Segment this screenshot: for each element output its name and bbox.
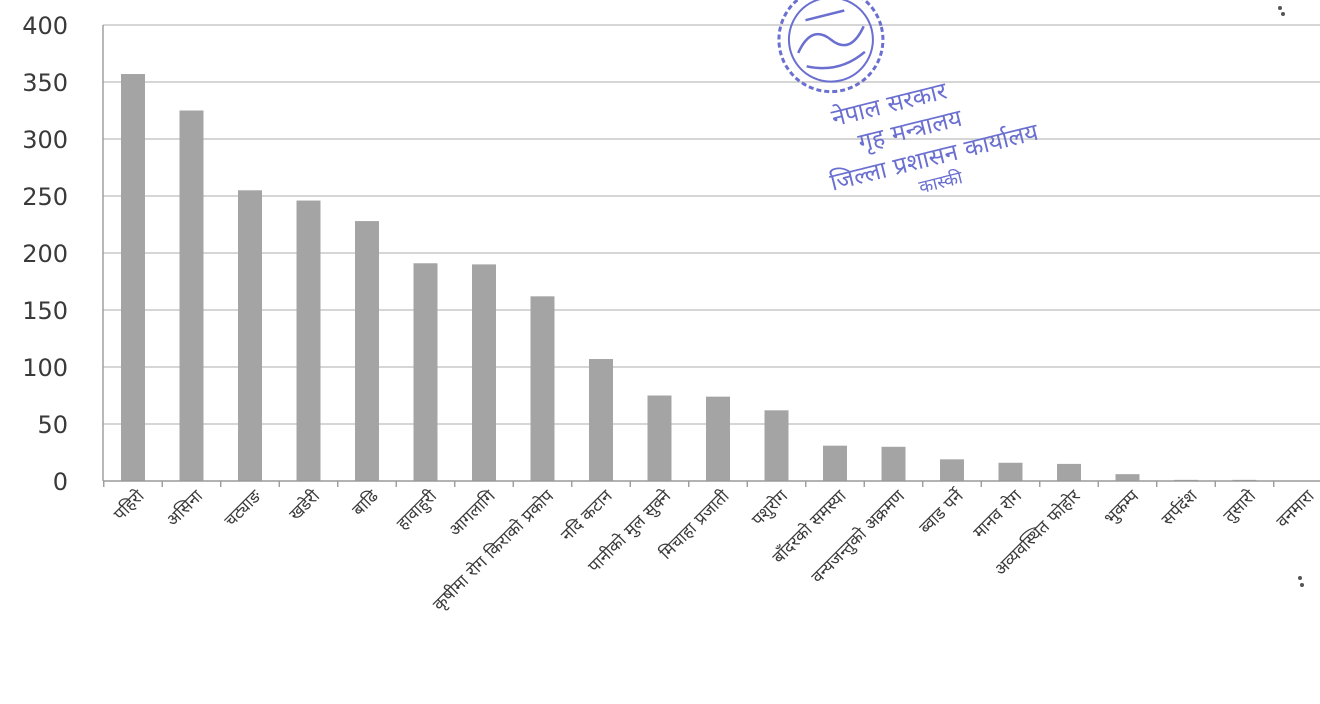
scan-specks — [1278, 6, 1304, 587]
axes — [102, 25, 1320, 487]
bar — [998, 462, 1023, 481]
bar — [706, 396, 730, 481]
bar — [413, 263, 438, 481]
x-category-label: वनमारा — [1273, 486, 1319, 532]
y-tick-label: 350 — [22, 69, 68, 97]
x-category-label: चट्याङ — [221, 486, 267, 532]
x-category-label: मानव रोग — [969, 485, 1026, 542]
y-tick-label: 100 — [22, 354, 68, 382]
x-category-label: खडेरी — [285, 485, 325, 525]
y-tick-label: 300 — [22, 126, 68, 154]
bar — [764, 410, 789, 481]
bar — [589, 359, 613, 481]
bar — [881, 446, 906, 481]
y-tick-label: 400 — [22, 12, 68, 40]
category-labels: पहिरो असिना चट्याङ खडेरी बाढि हावाहुरी आगलागिक… — [109, 485, 1319, 615]
bar — [238, 190, 262, 482]
bar — [940, 459, 964, 481]
bar — [1057, 463, 1081, 481]
bar — [530, 296, 555, 481]
bar — [296, 200, 321, 481]
x-category-label: पशुरोग — [747, 485, 792, 530]
y-tick-labels: 0 50 100 150 200 250 300 350 400 — [22, 12, 68, 496]
bar — [1115, 474, 1140, 481]
y-tick-label: 0 — [53, 468, 68, 496]
x-category-label: असिना — [162, 485, 207, 530]
x-category-label: तुसारो — [1219, 485, 1260, 526]
y-tick-label: 50 — [37, 411, 68, 439]
y-tick-label: 250 — [22, 183, 68, 211]
y-tick-label: 200 — [22, 240, 68, 268]
bar — [179, 110, 204, 481]
stamp-emblem — [777, 0, 885, 94]
x-category-label: ब्वाड पर्ने — [915, 485, 968, 538]
bar — [823, 445, 847, 481]
bar — [121, 74, 145, 482]
x-category-label: आगलागि — [444, 485, 499, 540]
x-category-label: सर्पदंश — [1157, 485, 1202, 530]
x-category-label: भुकम्प — [1101, 486, 1144, 529]
y-tick-label: 150 — [22, 297, 68, 325]
bar — [355, 221, 379, 481]
x-category-label: बाढि — [348, 485, 383, 520]
x-category-label: नदि कटान — [557, 485, 617, 545]
bars — [121, 74, 1257, 482]
bar — [647, 395, 672, 481]
gridlines — [103, 24, 1320, 425]
x-category-label: पहिरो — [109, 485, 149, 525]
bar — [472, 264, 496, 481]
x-category-label: हावाहुरी — [392, 485, 442, 535]
official-stamp: नेपाल सरकार गृह मन्त्रालय जिल्ला प्रशासन… — [777, 0, 1042, 198]
